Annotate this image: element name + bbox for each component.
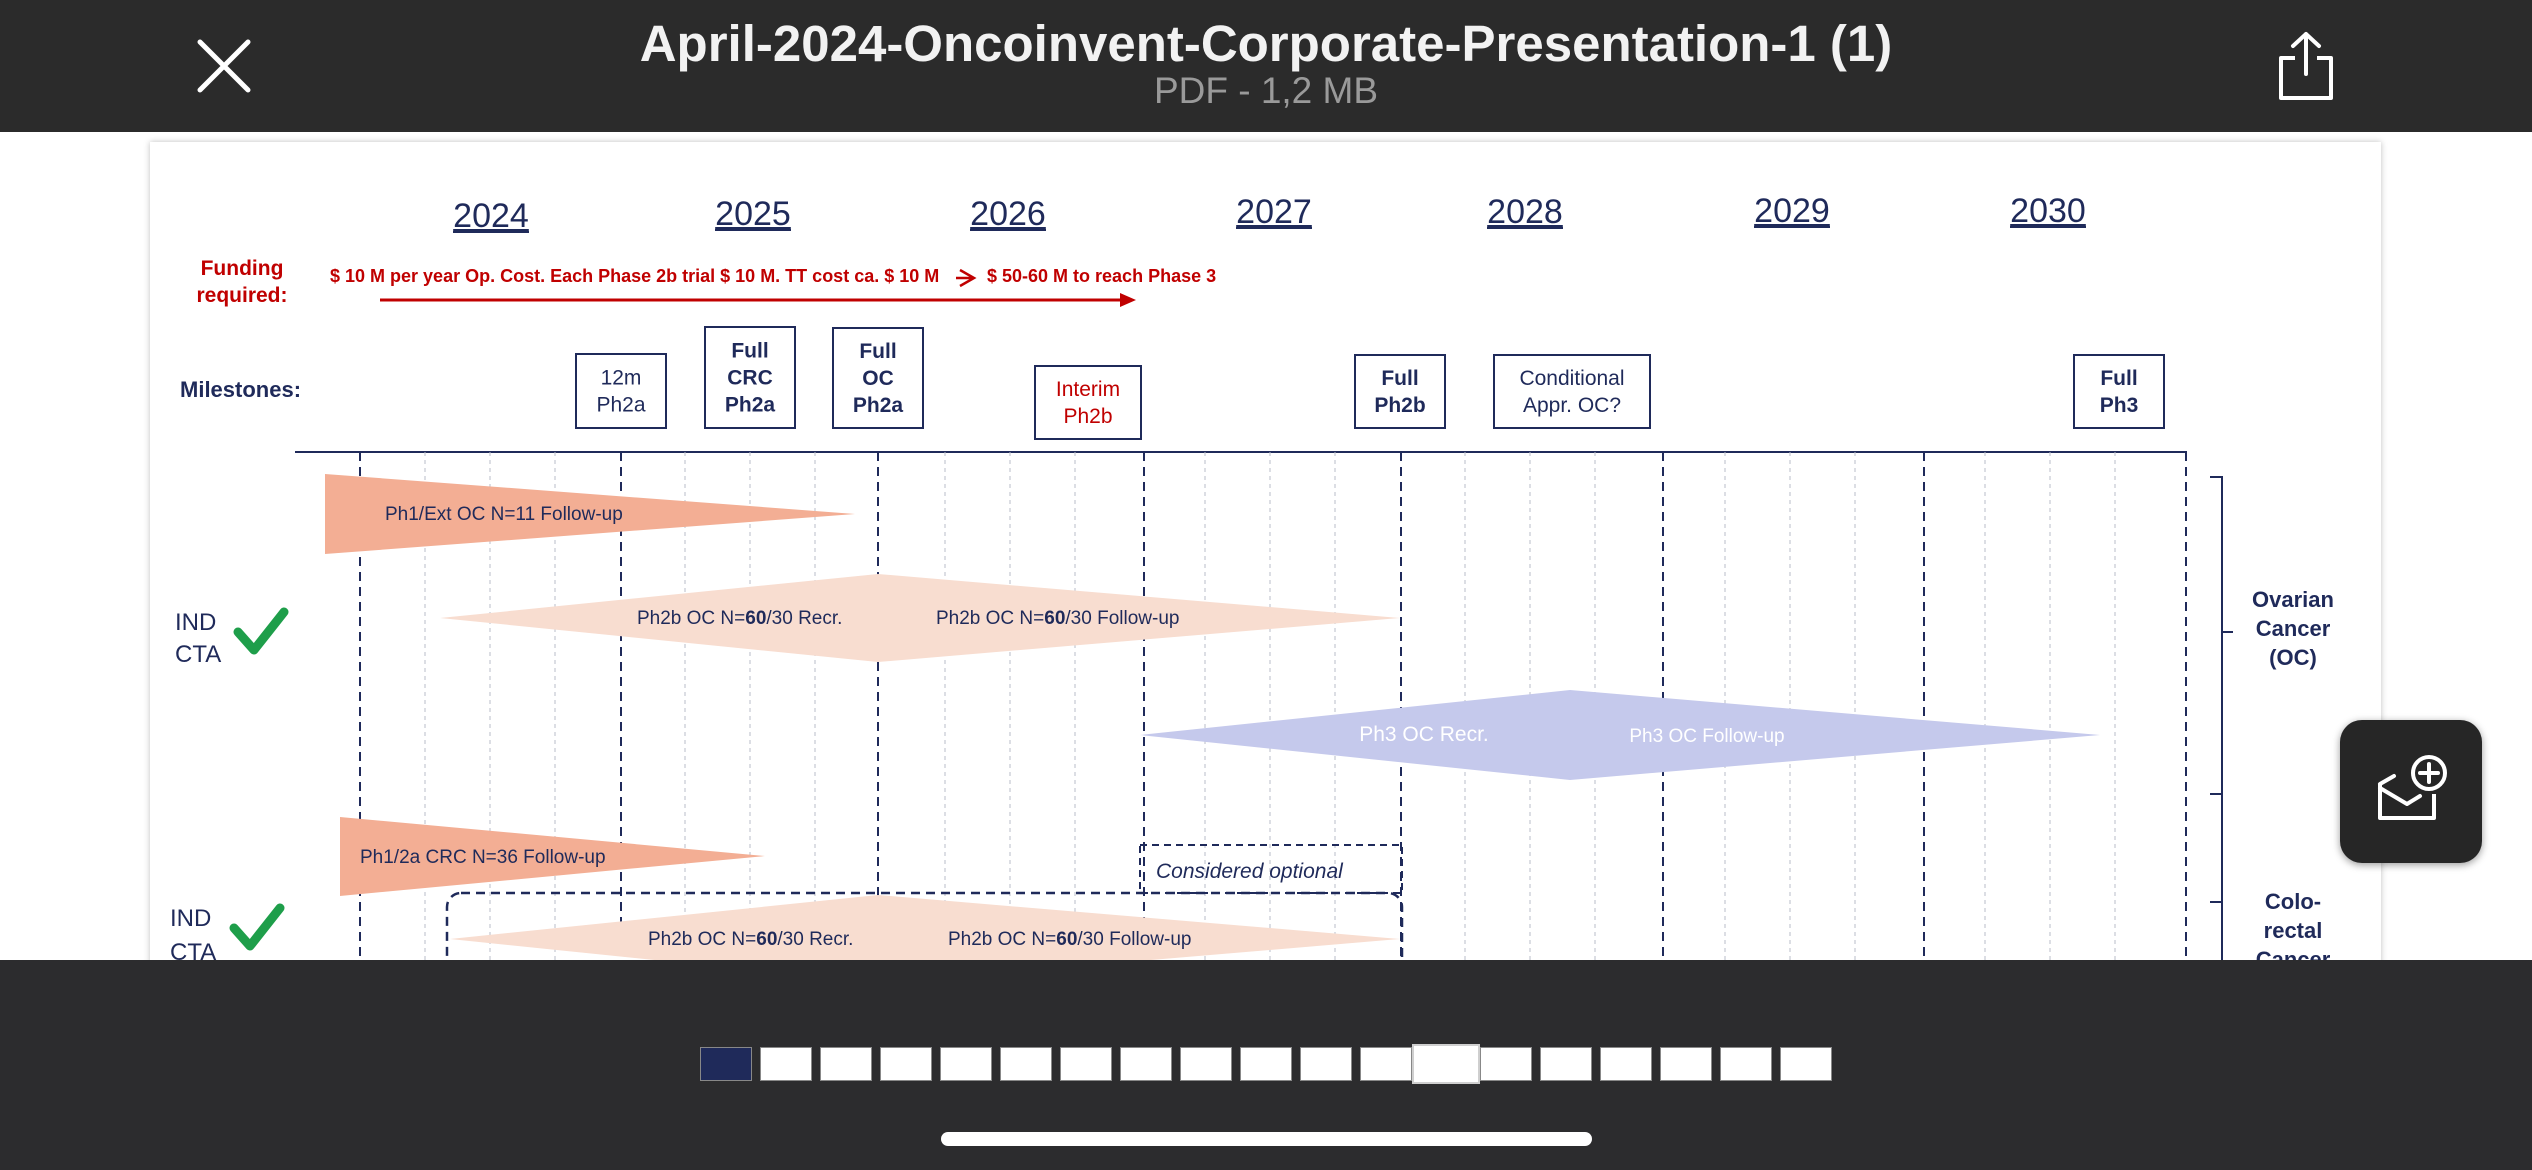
milestone-label: Ph2a bbox=[596, 394, 645, 417]
page-thumbnail[interactable] bbox=[1360, 1047, 1412, 1081]
milestone-label: Conditional bbox=[1519, 367, 1624, 390]
page-thumbnail[interactable] bbox=[1000, 1047, 1052, 1081]
ph2b-oc-recr-label: Ph2b OC N=60/30 Recr. bbox=[637, 608, 842, 629]
page-thumbnail[interactable] bbox=[1780, 1047, 1832, 1081]
ind-label-1: IND bbox=[175, 609, 216, 636]
funding-text-1: $ 10 M per year Op. Cost. Each Phase 2b … bbox=[330, 266, 939, 286]
milestone-box bbox=[1354, 354, 1446, 429]
milestone-label: CRC bbox=[727, 367, 773, 390]
year-2024: 2024 bbox=[453, 197, 529, 235]
ph2b-crc-recr-label: Ph2b OC N=60/30 Recr. bbox=[648, 929, 853, 950]
year-2029: 2029 bbox=[1754, 192, 1830, 230]
page-thumbnail[interactable] bbox=[1060, 1047, 1112, 1081]
milestone-label: Ph2a bbox=[725, 394, 776, 417]
slide-page: 2024 2025 2026 2027 2028 2029 2030 Fundi… bbox=[150, 142, 2381, 960]
ph3-recr-label: Ph3 OC Recr. bbox=[1359, 723, 1489, 746]
milestone-box bbox=[832, 327, 924, 429]
page-thumbnail[interactable] bbox=[1412, 1044, 1480, 1084]
colorectal-brace bbox=[2210, 793, 2223, 960]
ind-label-2: IND bbox=[170, 905, 211, 932]
colorectal-label-2: rectal bbox=[2264, 918, 2323, 943]
cta-label-1: CTA bbox=[175, 641, 221, 668]
ph3-followup-bar bbox=[1570, 690, 2100, 780]
envelope-plus-icon[interactable] bbox=[2340, 720, 2482, 863]
milestone-box bbox=[1493, 354, 1651, 429]
share-icon[interactable] bbox=[2275, 30, 2337, 102]
page-thumbnail[interactable] bbox=[700, 1047, 752, 1081]
checkmark-icon bbox=[229, 903, 285, 951]
funding-arrow-icon bbox=[956, 268, 977, 288]
milestones-label: Milestones: bbox=[180, 377, 301, 402]
page-thumbnail[interactable] bbox=[1180, 1047, 1232, 1081]
page-thumbnail[interactable] bbox=[880, 1047, 932, 1081]
milestone-label: Interim bbox=[1056, 378, 1120, 401]
ph2b-oc-followup-label: Ph2b OC N=60/30 Follow-up bbox=[936, 608, 1179, 629]
ph2b-crc-recr-bar bbox=[450, 895, 878, 960]
page-thumbnail[interactable] bbox=[1300, 1047, 1352, 1081]
page-thumbnail[interactable] bbox=[1480, 1047, 1532, 1081]
page-thumbnail[interactable] bbox=[1660, 1047, 1712, 1081]
year-2026: 2026 bbox=[970, 195, 1046, 233]
ph2b-crc-followup-bar bbox=[878, 895, 1400, 960]
page-thumbnail[interactable] bbox=[820, 1047, 872, 1081]
year-2030: 2030 bbox=[2010, 192, 2086, 230]
milestone-box bbox=[704, 326, 796, 429]
home-indicator bbox=[941, 1132, 1592, 1146]
milestone-label: Full bbox=[2100, 367, 2137, 390]
top-bar: April-2024-Oncoinvent-Corporate-Presenta… bbox=[0, 0, 2532, 132]
milestone-group: 12m Ph2a Full CRC Ph2a Full OC Ph2a Interim Ph2b F… bbox=[575, 326, 2165, 440]
milestone-label: Appr. OC? bbox=[1523, 394, 1621, 417]
ph3-followup-label: Ph3 OC Follow-up bbox=[1629, 726, 1784, 747]
funding-label-2: required: bbox=[196, 284, 287, 307]
page-thumbnail[interactable] bbox=[1540, 1047, 1592, 1081]
milestone-label: OC bbox=[862, 367, 894, 390]
cta-label-2: CTA bbox=[170, 939, 216, 960]
page-thumbnail[interactable] bbox=[760, 1047, 812, 1081]
document-viewer[interactable]: 2024 2025 2026 2027 2028 2029 2030 Fundi… bbox=[0, 132, 2532, 960]
milestone-label: Full bbox=[1381, 367, 1418, 390]
considered-optional-label: Considered optional bbox=[1156, 860, 1344, 883]
year-2027: 2027 bbox=[1236, 193, 1312, 231]
milestone-label: Ph2b bbox=[1374, 394, 1425, 417]
page-thumbnail[interactable] bbox=[940, 1047, 992, 1081]
milestone-box bbox=[575, 353, 667, 429]
oc-followup-label: Ph1/Ext OC N=11 Follow-up bbox=[385, 504, 623, 525]
ph2b-oc-followup-bar bbox=[878, 574, 1400, 662]
document-subtitle: PDF - 1,2 MB bbox=[1153, 70, 1379, 111]
page-thumbnail[interactable] bbox=[1240, 1047, 1292, 1081]
oc-followup-bar bbox=[325, 474, 855, 554]
ph2b-oc-recr-bar bbox=[440, 574, 878, 662]
close-icon[interactable] bbox=[196, 38, 252, 94]
funding-line-arrow-icon bbox=[1120, 293, 1136, 307]
milestone-label: Ph3 bbox=[2100, 394, 2139, 417]
milestone-label: Full bbox=[859, 340, 896, 363]
funding-text-2: $ 50-60 M to reach Phase 3 bbox=[987, 266, 1216, 286]
ph3-recr-bar bbox=[1140, 690, 1570, 780]
year-2028: 2028 bbox=[1487, 193, 1563, 231]
crc-followup-bar bbox=[340, 817, 765, 896]
funding-label-1: Funding bbox=[201, 257, 284, 280]
timeline-slide: 2024 2025 2026 2027 2028 2029 2030 Fundi… bbox=[170, 192, 2334, 960]
milestone-label: Ph2b bbox=[1063, 405, 1112, 428]
milestone-label: 12m bbox=[601, 367, 642, 390]
milestone-box bbox=[1034, 365, 1142, 440]
ovarian-label-3: (OC) bbox=[2269, 645, 2317, 670]
milestone-label: Full bbox=[731, 340, 768, 363]
ovarian-label-2: Cancer bbox=[2256, 616, 2331, 641]
page-thumbnail[interactable] bbox=[1720, 1047, 1772, 1081]
colorectal-label-3: Cancer bbox=[2256, 947, 2331, 960]
milestone-box bbox=[2073, 354, 2165, 429]
page-thumbnail[interactable] bbox=[1120, 1047, 1172, 1081]
milestone-label: Ph2a bbox=[853, 394, 904, 417]
ph2b-crc-followup-label: Ph2b OC N=60/30 Follow-up bbox=[948, 929, 1191, 950]
year-2025: 2025 bbox=[715, 195, 791, 233]
colorectal-label-1: Colo- bbox=[2265, 889, 2321, 914]
page-thumbnail[interactable] bbox=[1600, 1047, 1652, 1081]
ovarian-brace bbox=[2210, 476, 2233, 903]
crc-followup-label: Ph1/2a CRC N=36 Follow-up bbox=[360, 847, 606, 868]
ovarian-label-1: Ovarian bbox=[2252, 587, 2334, 612]
checkmark-icon bbox=[233, 607, 289, 655]
document-title: April-2024-Oncoinvent-Corporate-Presenta… bbox=[639, 15, 1893, 72]
